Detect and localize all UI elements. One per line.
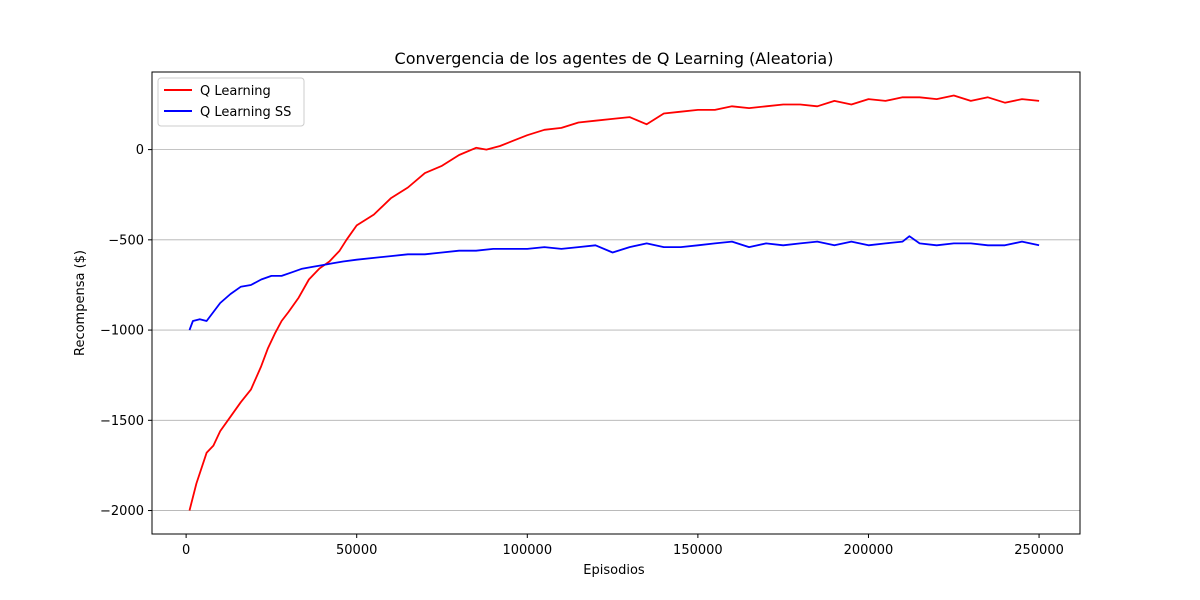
x-tick-label: 0	[182, 543, 190, 558]
y-tick-label: 0	[136, 143, 144, 158]
y-tick-label: −500	[108, 233, 144, 248]
plot-lines	[188, 94, 1040, 511]
x-axis-label: Episodios	[583, 563, 645, 578]
x-tick-label: 200000	[844, 543, 894, 558]
legend-box	[157, 77, 305, 127]
chart-title: Convergencia de los agentes de Q Learnin…	[395, 49, 834, 68]
y-axis-label: Recompensa ($)	[73, 250, 88, 356]
legend-label-q-learning: Q Learning	[200, 84, 271, 99]
y-tick-label: −2000	[100, 504, 144, 519]
x-tick-label: 100000	[502, 543, 552, 558]
legend-label-q-learning-ss: Q Learning SS	[200, 105, 291, 120]
legend: Q Learning Q Learning SS	[157, 77, 305, 127]
y-gridlines	[152, 149, 1080, 511]
x-axis-ticks: 0 50000 100000 150000 200000 250000	[182, 534, 1064, 558]
series-line-q-learning-ss	[188, 235, 1040, 331]
y-tick-label: −1500	[100, 414, 144, 429]
series-line-q-learning	[188, 94, 1040, 511]
x-tick-label: 50000	[336, 543, 377, 558]
x-tick-label: 150000	[673, 543, 723, 558]
plot-frame	[151, 71, 1081, 535]
y-axis-ticks: −2000 −1500 −1000 −500 0	[100, 143, 152, 519]
y-tick-label: −1000	[100, 324, 144, 339]
x-tick-label: 250000	[1014, 543, 1064, 558]
